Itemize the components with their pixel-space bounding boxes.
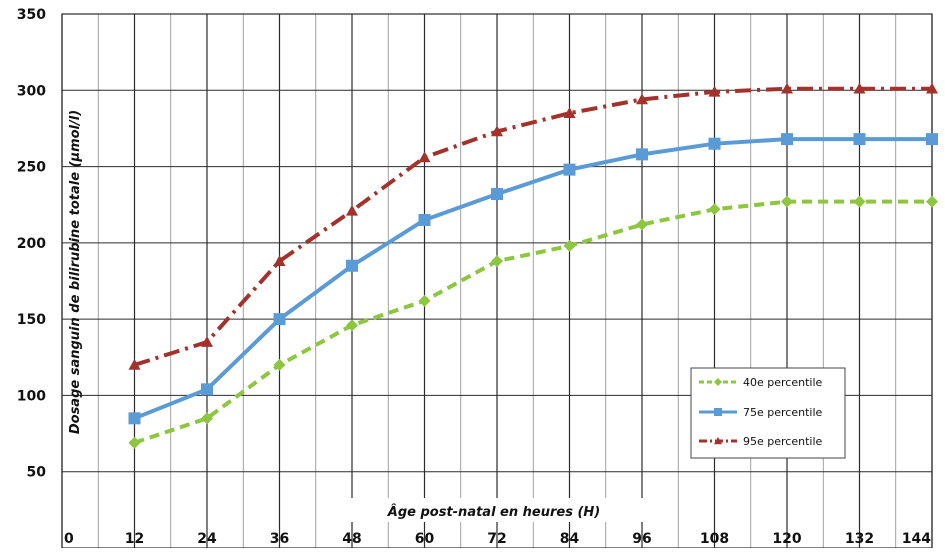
data-point (926, 195, 938, 208)
grid (61, 13, 933, 549)
x-tick-label: 108 (700, 531, 729, 547)
x-axis-ticks: 0 12 24 36 48 60 72 84 96 108 120 132 144 (64, 531, 931, 547)
y-tick-label: 350 (17, 7, 46, 23)
series-3 (128, 82, 938, 370)
legend-marker (714, 408, 722, 416)
data-point (128, 436, 141, 449)
x-tick-label: 12 (125, 531, 144, 547)
legend-entry: 40e percentile (699, 376, 823, 389)
data-point (491, 125, 503, 137)
data-point (926, 82, 938, 94)
data-point (563, 239, 576, 252)
data-point (636, 218, 648, 231)
series-2 (128, 133, 938, 425)
x-axis-title: Âge post-natal en heures (H) (387, 504, 600, 520)
data-point (273, 358, 286, 371)
y-tick-label: 150 (17, 312, 46, 328)
data-point (201, 412, 213, 425)
data-point (273, 255, 286, 266)
y-axis-title: Dosage sanguin de bilirubine totale (µmo… (68, 110, 83, 434)
y-tick-label: 100 (17, 388, 46, 404)
x-tick-label: 72 (487, 531, 506, 547)
data-point (781, 133, 793, 146)
data-point (418, 294, 431, 307)
x-tick-label: 120 (772, 531, 801, 547)
x-tick-label: 24 (197, 531, 217, 547)
data-point (128, 358, 141, 370)
data-point (781, 82, 793, 94)
data-point (636, 148, 648, 161)
data-point (201, 336, 213, 347)
y-axis-ticks: 50 100 150 200 250 300 350 (17, 7, 46, 481)
data-point (853, 133, 866, 146)
series-lines (128, 82, 938, 449)
x-tick-label: 48 (342, 531, 361, 547)
legend: 40e percentile 75e percentile 95e percenti… (690, 367, 846, 459)
x-axis-title-group: Âge post-natal en heures (H) (330, 498, 658, 522)
data-point (853, 195, 866, 208)
y-tick-label: 50 (27, 465, 47, 481)
x-tick-label: 84 (560, 531, 580, 547)
data-point (491, 255, 503, 268)
y-tick-label: 250 (17, 160, 46, 176)
legend-label: 95e percentile (743, 435, 823, 448)
data-point (853, 82, 866, 94)
series-line (133, 86, 932, 367)
y-tick-label: 300 (17, 83, 46, 99)
x-tick-label: 132 (845, 531, 874, 547)
x-tick-label: 36 (270, 531, 289, 547)
legend-label: 40e percentile (743, 376, 823, 389)
data-point (491, 188, 503, 201)
data-point (708, 203, 721, 216)
x-tick-label: 144 (902, 531, 931, 547)
data-point (781, 195, 793, 208)
data-point (346, 259, 358, 272)
data-point (563, 107, 576, 118)
legend-entry: 75e percentile (699, 406, 823, 419)
data-point (273, 313, 286, 326)
data-point (563, 163, 576, 176)
data-point (128, 412, 141, 425)
data-point (708, 137, 721, 150)
legend-marker (714, 378, 722, 386)
data-point (418, 151, 431, 163)
data-point (636, 93, 648, 105)
legend-marker (714, 437, 722, 445)
legend-label: 75e percentile (743, 406, 823, 419)
y-tick-label: 200 (17, 236, 46, 252)
legend-entry: 95e percentile (699, 435, 823, 448)
data-point (708, 85, 721, 97)
data-point (346, 204, 358, 216)
series-1 (128, 195, 938, 449)
data-point (346, 319, 358, 332)
data-point (201, 383, 213, 396)
series-line (133, 137, 932, 421)
data-point (926, 133, 938, 146)
data-point (418, 213, 431, 226)
x-tick-label: 0 (64, 531, 74, 547)
x-axis-title-background (330, 498, 658, 522)
series-line (133, 199, 932, 445)
x-tick-label: 60 (415, 531, 435, 547)
x-tick-label: 96 (632, 531, 651, 547)
